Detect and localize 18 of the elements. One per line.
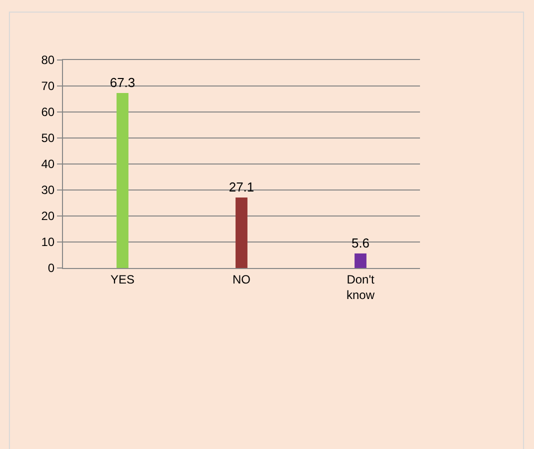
x-tick-label: YES: [110, 272, 135, 286]
data-label: 67.3: [110, 75, 136, 90]
y-tick-label: 10: [41, 235, 55, 250]
bar: [116, 93, 128, 268]
y-tick-label: 40: [41, 157, 55, 172]
data-label: 5.6: [351, 235, 370, 250]
y-tick-label: 20: [41, 209, 55, 224]
y-tick-label: 70: [41, 79, 55, 94]
y-tick-label: 30: [41, 183, 55, 198]
x-tick-label: Don't know: [346, 272, 375, 302]
y-tick-label: 0: [48, 261, 55, 276]
x-tick-label: NO: [232, 272, 250, 286]
data-label: 27.1: [228, 180, 254, 195]
y-tick-label: 60: [41, 105, 55, 120]
y-tick-label: 80: [41, 53, 55, 68]
y-tick-label: 50: [41, 131, 55, 146]
bar: [354, 253, 366, 268]
bar: [236, 198, 248, 268]
